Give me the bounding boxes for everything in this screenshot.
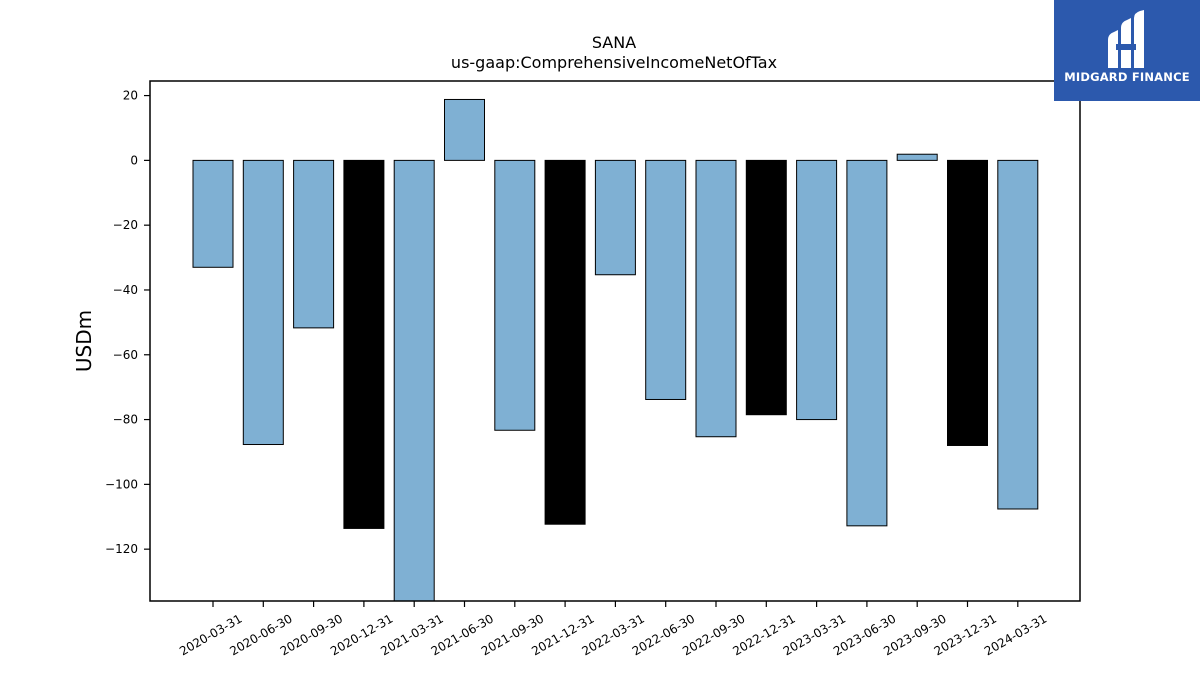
bar-2022-06-30: [645, 159, 687, 400]
y-axis: 20 0 −20 −40 −60 −80 −100 −120: [105, 89, 150, 556]
bar-2023-12-31: [947, 159, 988, 446]
chart-title: SANA: [592, 33, 636, 52]
bar-2023-09-30: [896, 153, 938, 161]
bar-2020-06-30: [242, 159, 284, 446]
bar-2023-03-31: [796, 159, 838, 421]
chart-subtitle: us-gaap:ComprehensiveIncomeNetOfTax: [451, 53, 777, 72]
bar-2023-06-30: [846, 159, 888, 527]
y-tick-label: 0: [130, 153, 138, 167]
bar-2024-03-31: [997, 159, 1039, 510]
bar-2021-03-31: [393, 159, 435, 602]
plot-frame: [149, 80, 1081, 602]
bar-2022-09-30: [695, 159, 737, 438]
brand-name: MIDGARD FINANCE: [1064, 70, 1190, 84]
y-tick-label: 20: [123, 89, 138, 103]
y-tick-label: −60: [113, 348, 138, 362]
y-tick-label: −100: [105, 477, 138, 491]
x-axis: 2020-03-312020-06-302020-09-302020-12-31…: [177, 601, 1049, 658]
brand-logo: MIDGARD FINANCE: [1054, 0, 1200, 101]
bar-2021-12-31: [544, 159, 586, 525]
y-tick-label: −40: [113, 283, 138, 297]
bar-2022-12-31: [745, 159, 787, 416]
bar-2020-03-31: [192, 159, 234, 268]
y-tick-label: −80: [113, 413, 138, 427]
y-tick-label: −120: [105, 542, 138, 556]
bar-2021-06-30: [444, 98, 485, 161]
bar-2020-09-30: [293, 159, 335, 329]
bar-2021-09-30: [494, 159, 536, 431]
y-tick-label: −20: [113, 218, 138, 232]
bars-layer: [192, 98, 1039, 602]
bar-2022-03-31: [594, 159, 636, 276]
y-axis-label: USDm: [72, 310, 96, 372]
brand-mark-icon: [1108, 10, 1144, 68]
bar-2020-12-31: [343, 159, 385, 529]
